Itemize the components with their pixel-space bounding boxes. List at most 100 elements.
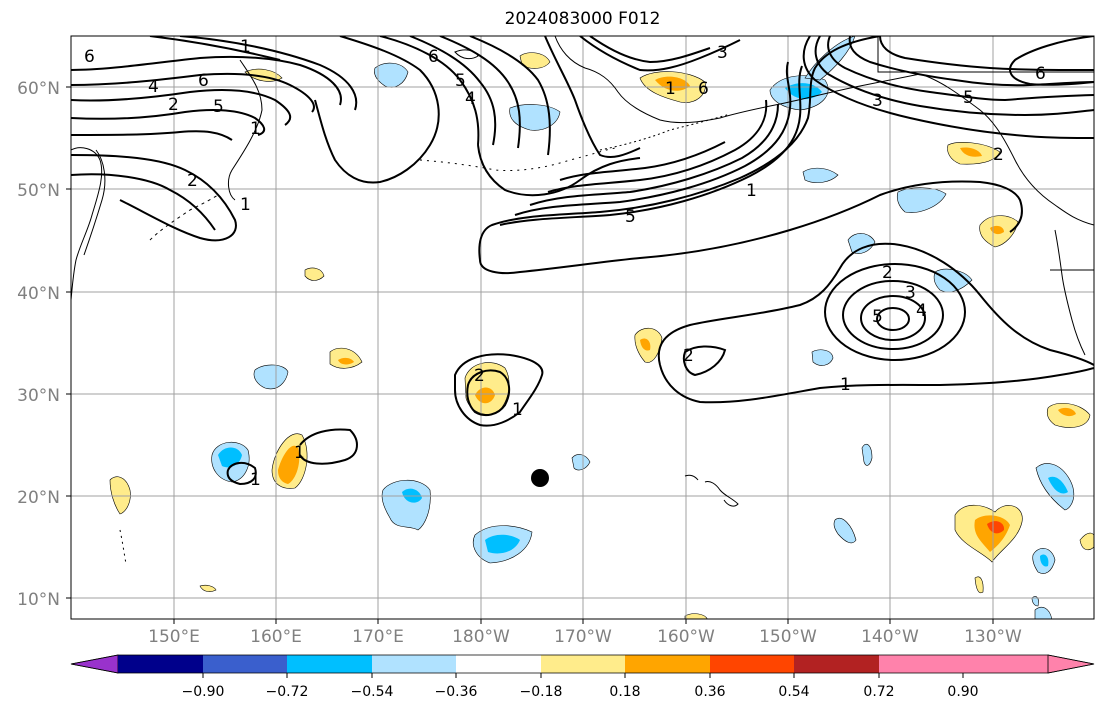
contour-line [439, 36, 521, 149]
colorbar-tick-label: −0.90 [182, 684, 225, 700]
contour-line [179, 36, 358, 111]
anomaly-patch [896, 187, 947, 213]
contour-labels: 6 1 4 2 6 5 1 2 1 6 5 4 3 6 1 3 5 2 6 1 … [84, 37, 1046, 490]
colorbar-tick-label: −0.54 [351, 684, 394, 700]
lon-label: 180°W [452, 627, 510, 647]
contour-label: 4 [916, 301, 927, 321]
colorbar-segment [625, 655, 710, 673]
colorbar-segment [710, 655, 794, 673]
anomaly-patch [802, 167, 839, 184]
anomaly-patch [475, 387, 495, 404]
anomaly-patch [1058, 407, 1076, 417]
lon-label: 150°E [148, 627, 200, 647]
contour-line [529, 103, 779, 206]
contour-label: 2 [683, 346, 694, 366]
contour-line [314, 36, 440, 184]
contour-line [71, 72, 315, 113]
storm-center-marker [531, 469, 549, 487]
contour-label: 6 [198, 71, 209, 91]
anomaly-patch [1079, 532, 1094, 550]
contour-line [149, 36, 281, 61]
contour-line [479, 180, 1023, 275]
anomaly-patch [847, 233, 876, 254]
colorbar: −0.90 −0.72 −0.54 −0.36 −0.18 0.18 0.36 … [70, 654, 1095, 700]
contour-label: 6 [428, 47, 439, 67]
graticule [71, 36, 1094, 619]
contour-label: 1 [250, 470, 261, 490]
contour-label: 1 [240, 195, 251, 215]
anomaly-patch [304, 267, 325, 281]
contour-line [544, 36, 641, 158]
anomaly-patch [374, 62, 409, 88]
colorbar-outline [70, 654, 1095, 674]
contour-label: 2 [882, 263, 893, 283]
coastline-aleutians [419, 147, 616, 171]
colorbar-segment [963, 655, 1048, 673]
colorbar-segment [456, 655, 541, 673]
contour-line [827, 36, 1094, 102]
contour-label: 5 [963, 88, 974, 108]
contour-line [71, 109, 266, 136]
colorbar-max-extend [1047, 654, 1095, 674]
lon-label: 130°W [964, 627, 1022, 647]
contour-label: 5 [213, 97, 224, 117]
contour-label: 3 [872, 91, 883, 111]
contour-line [659, 364, 1094, 404]
contour-label: 2 [474, 366, 485, 386]
coastline-chukotka [227, 59, 263, 201]
anomaly-patch [1034, 607, 1053, 619]
contour-label: 3 [717, 43, 728, 63]
anomaly-patch [987, 521, 1005, 534]
colorbar-tick-label: 0.36 [694, 684, 725, 700]
contour-label: 1 [250, 119, 261, 139]
anomaly-patch [485, 534, 520, 554]
colorbar-segment [794, 655, 879, 673]
contour-label: 6 [1035, 64, 1046, 84]
lon-label: 170°W [554, 627, 612, 647]
anomaly-patch [861, 443, 873, 466]
map-title: 2024083000 F012 [504, 9, 661, 29]
lon-label: 150°W [759, 627, 817, 647]
anomaly-patch [684, 613, 708, 619]
contour-label: 1 [512, 400, 523, 420]
contour-line [559, 141, 726, 181]
contour-line [514, 61, 792, 216]
longitude-labels: 150°E 160°E 170°E 180°W 170°W 160°W 150°… [148, 627, 1022, 647]
lon-label: 160°E [250, 627, 302, 647]
axis-ticks [66, 86, 994, 624]
anomaly-patch [278, 445, 300, 484]
anomaly-patch [974, 576, 984, 594]
lon-label: 140°W [861, 627, 919, 647]
colorbar-tick-label: 0.72 [863, 684, 894, 700]
colorbar-segment [203, 655, 287, 673]
contour-line [1009, 36, 1094, 86]
coastline-alaska [554, 36, 921, 124]
colorbar-segment [372, 655, 456, 673]
coastline-kamchatka-east [83, 149, 106, 256]
anomaly-patch [253, 364, 289, 390]
lat-label: 50°N [17, 181, 60, 201]
lon-label: 170°E [352, 627, 404, 647]
contour-line [814, 36, 1094, 117]
contour-line [824, 263, 966, 361]
contour-line [299, 428, 358, 465]
coastline-kurils [149, 194, 219, 241]
contour-line [477, 144, 641, 197]
colorbar-segment [118, 655, 203, 673]
colorbar-segment [541, 655, 625, 673]
contour-line [547, 99, 768, 193]
contour-line [454, 353, 544, 427]
anomaly-patch [109, 476, 131, 515]
coastlines [71, 36, 1094, 565]
lon-label: 160°W [657, 627, 715, 647]
contour-line [71, 154, 237, 242]
contour-line [879, 36, 1094, 71]
colorbar-tick-label: 0.18 [609, 684, 640, 700]
colorbar-segment [287, 655, 372, 673]
contour-line [589, 36, 711, 64]
contour-line [379, 36, 480, 146]
coastline-canada-west [919, 73, 1094, 226]
anomaly-patch [960, 147, 982, 157]
contour-line [842, 280, 944, 350]
coastline-hawaii [684, 474, 739, 507]
